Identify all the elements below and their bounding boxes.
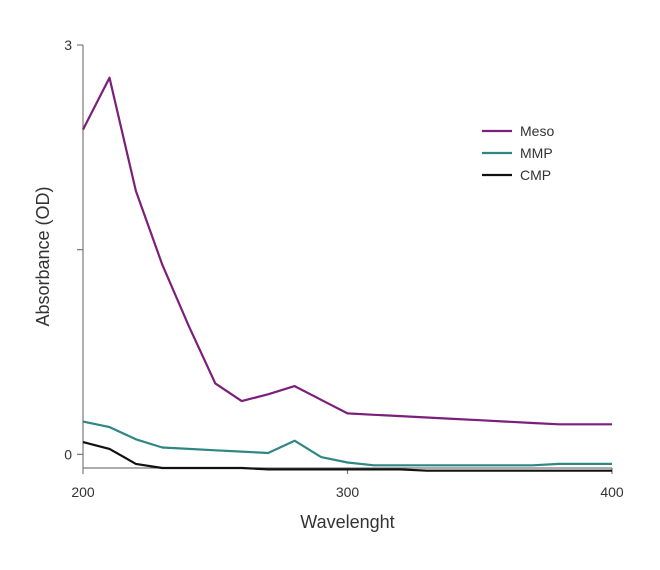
y-axis-title: Absorbance (OD) [33, 186, 53, 326]
legend-label-meso: Meso [520, 123, 554, 139]
x-tick-label: 400 [600, 484, 624, 500]
series-line-mmp [82, 420, 612, 467]
y-tick-label: 3 [64, 37, 72, 53]
y-tick-label: 0 [64, 446, 72, 462]
series-lines [82, 76, 612, 472]
series-line-meso [82, 76, 612, 426]
x-tick-label: 200 [71, 484, 95, 500]
legend-label-cmp: CMP [520, 167, 551, 183]
ticks: 200 300 400 0 3 [64, 37, 624, 500]
legend-label-mmp: MMP [520, 145, 553, 161]
legend: Meso MMP CMP [482, 123, 554, 183]
axes [82, 45, 612, 469]
series-line-cmp [82, 441, 612, 472]
x-tick-label: 300 [336, 484, 360, 500]
x-axis-title: Wavelenght [300, 512, 394, 532]
